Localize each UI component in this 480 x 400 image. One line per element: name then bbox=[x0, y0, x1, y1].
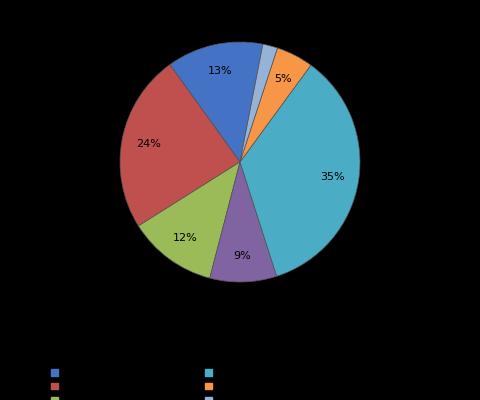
Wedge shape bbox=[240, 48, 311, 162]
Legend: Environmental Affairs, Environmental Protection, Fish and Game, Agricultural Res: Environmental Affairs, Environmental Pro… bbox=[49, 366, 431, 400]
Wedge shape bbox=[210, 162, 276, 282]
Wedge shape bbox=[138, 162, 240, 278]
Text: 9%: 9% bbox=[234, 250, 252, 260]
Text: 5%: 5% bbox=[274, 74, 291, 84]
Wedge shape bbox=[170, 42, 263, 162]
Wedge shape bbox=[240, 44, 277, 162]
Text: 35%: 35% bbox=[320, 172, 345, 182]
Wedge shape bbox=[240, 65, 360, 276]
Wedge shape bbox=[120, 65, 240, 226]
Text: 12%: 12% bbox=[172, 232, 197, 242]
Text: 24%: 24% bbox=[136, 139, 160, 149]
Text: 13%: 13% bbox=[207, 66, 232, 76]
